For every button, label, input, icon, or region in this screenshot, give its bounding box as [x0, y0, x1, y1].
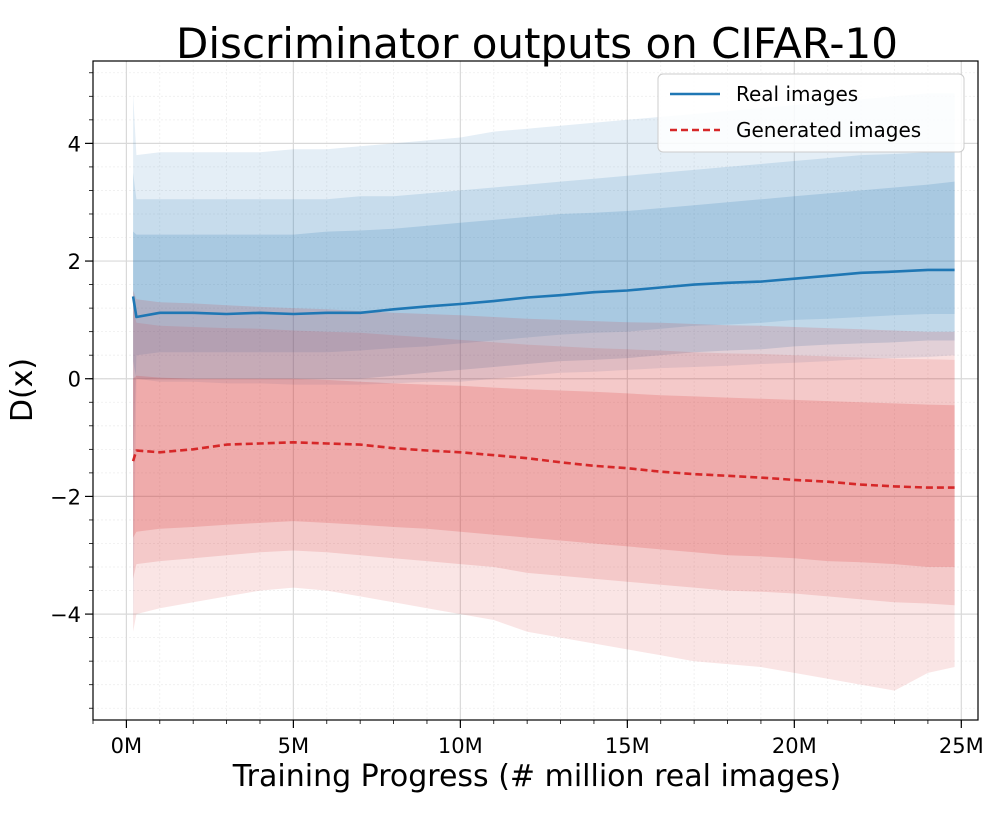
real-band-3: [133, 181, 955, 379]
generated-band-1: [133, 308, 955, 691]
real-images-line: [131, 268, 955, 319]
real-band-2: [133, 152, 955, 467]
y-tick-label: −4: [50, 603, 81, 627]
series-lines: [131, 268, 955, 489]
chart-title: Discriminator outputs on CIFAR-10: [176, 19, 898, 68]
axis-ticks: [85, 72, 962, 728]
y-axis-title: D(x): [5, 358, 40, 422]
y-tick-label: −2: [50, 485, 81, 509]
x-tick-label: 5M: [278, 734, 309, 758]
confidence-bands: [133, 93, 955, 691]
generated-band-3: [133, 375, 955, 567]
legend-box: [657, 73, 965, 153]
generated-images-line: [131, 441, 955, 489]
legend: Real images Generated images: [657, 73, 965, 153]
x-tick-label: 10M: [438, 734, 483, 758]
generated-band-2: [133, 290, 955, 606]
real-band-1: [133, 93, 955, 626]
x-axis-title: Training Progress (# million real images…: [232, 759, 841, 794]
legend-label-real: Real images: [736, 82, 858, 106]
y-tick-label: 0: [68, 368, 81, 392]
legend-label-generated: Generated images: [736, 118, 921, 142]
x-tick-label: 0M: [111, 734, 142, 758]
x-tick-label: 20M: [772, 734, 817, 758]
x-tick-label: 15M: [605, 734, 650, 758]
axis-tick-labels: 0M 5M 10M 15M 20M 25M −4 −2 0 2 4: [50, 132, 984, 758]
plot-frame: [92, 60, 979, 721]
x-tick-label: 25M: [939, 734, 984, 758]
y-tick-label: 2: [68, 250, 81, 274]
major-gridlines: [93, 61, 978, 720]
y-tick-label: 4: [68, 132, 81, 156]
